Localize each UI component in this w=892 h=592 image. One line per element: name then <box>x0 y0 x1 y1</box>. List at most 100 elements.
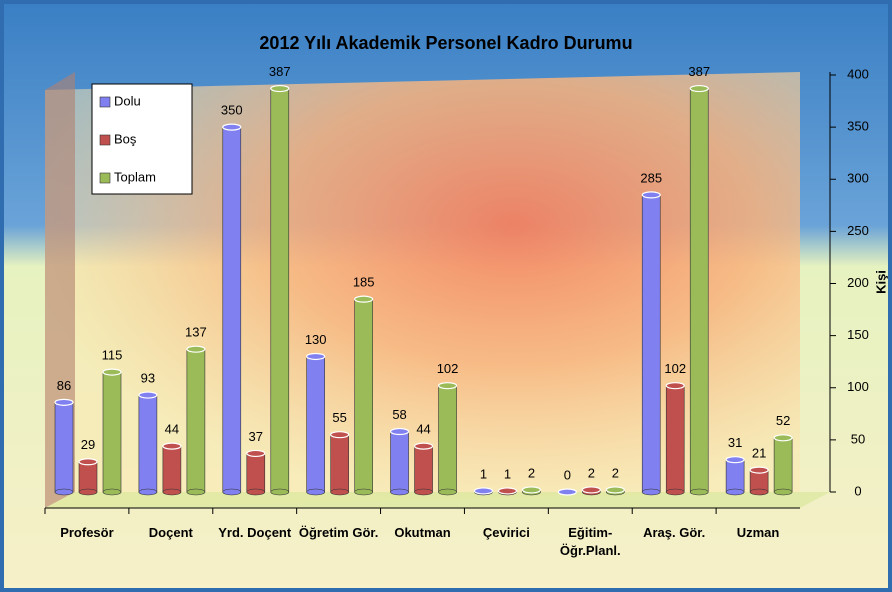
bar-top <box>497 487 518 495</box>
legend-label: Toplam <box>114 169 156 184</box>
y-tick-label: 100 <box>847 379 869 394</box>
data-label: 93 <box>141 370 155 385</box>
bar <box>773 434 793 496</box>
bar-top <box>389 427 410 436</box>
bar-body <box>689 88 709 493</box>
bar-base <box>725 488 745 496</box>
bar-top <box>437 382 458 390</box>
bar-body <box>354 298 373 493</box>
bar <box>306 352 326 496</box>
bar-base <box>390 488 409 496</box>
bar-body <box>773 437 793 493</box>
bar-body <box>725 459 745 493</box>
bar <box>689 84 709 496</box>
bar-body <box>641 194 661 493</box>
y-axis-label: Kişi <box>873 270 888 294</box>
data-label: 185 <box>353 275 375 290</box>
bar-top <box>557 488 577 496</box>
y-tick-label: 150 <box>847 327 869 342</box>
bar-top <box>54 398 74 406</box>
bar <box>581 486 601 496</box>
bar-top <box>102 368 122 376</box>
bar <box>354 295 374 496</box>
bar-base <box>54 488 74 496</box>
bar <box>437 382 458 496</box>
bar-top <box>270 84 290 93</box>
data-label: 52 <box>776 413 790 428</box>
data-label: 350 <box>221 103 243 118</box>
bar <box>78 458 98 496</box>
bar-top <box>330 431 350 439</box>
bar-base <box>749 488 769 496</box>
x-tick-label: Profesör <box>60 525 114 540</box>
bar-body <box>414 445 433 493</box>
bar-body <box>306 356 325 493</box>
bar <box>497 487 518 496</box>
data-label: 1 <box>504 466 511 481</box>
bar-base <box>773 488 793 496</box>
bar-top <box>78 458 98 466</box>
legend-swatch <box>99 96 111 108</box>
bar-base <box>246 488 266 496</box>
bar-body <box>390 431 409 493</box>
data-label: 285 <box>640 170 662 185</box>
legend-label: Boş <box>114 131 137 146</box>
legend-label: Dolu <box>114 93 141 108</box>
bar <box>749 466 769 496</box>
bar-body <box>162 445 182 493</box>
bar-base <box>186 488 206 496</box>
bar <box>54 398 74 496</box>
data-label: 55 <box>332 410 346 425</box>
bar-base <box>438 488 457 496</box>
data-label: 29 <box>81 437 95 452</box>
x-tick-label: Okutman <box>394 525 451 540</box>
bar <box>389 427 410 496</box>
bar-body <box>222 126 242 493</box>
data-label: 31 <box>728 435 742 450</box>
bar-base <box>641 488 661 496</box>
bar-top <box>581 486 601 494</box>
bar-top <box>773 434 793 442</box>
bar-base <box>102 488 122 496</box>
bar-top <box>605 486 625 494</box>
data-label: 21 <box>752 446 766 461</box>
x-tick-label: Uzman <box>736 525 780 540</box>
bar-body <box>186 348 206 493</box>
bar <box>725 456 745 496</box>
bar-base <box>138 488 158 496</box>
bar-base <box>270 488 290 496</box>
data-label: 2 <box>612 465 619 480</box>
bar-top <box>138 391 158 399</box>
x-tick-label: Doçent <box>148 525 193 540</box>
data-label: 137 <box>185 325 207 340</box>
legend-swatch <box>99 134 111 146</box>
data-label: 115 <box>102 348 123 363</box>
data-label: 2 <box>588 465 595 480</box>
data-label: 0 <box>564 467 571 482</box>
data-label: 387 <box>688 64 710 79</box>
x-tick-label: Eğitim-Öğr.Planl. <box>559 525 621 558</box>
bar-body <box>665 385 685 493</box>
bar-base <box>689 488 709 496</box>
y-tick-label: 300 <box>847 171 869 186</box>
bar-top <box>222 123 242 131</box>
bar-body <box>78 461 98 493</box>
bar-body <box>438 385 457 493</box>
y-tick-label: 200 <box>847 275 869 290</box>
bar <box>473 487 494 496</box>
bar-body <box>330 434 349 493</box>
bar-top <box>246 449 266 458</box>
data-label: 130 <box>305 332 327 347</box>
bar-top <box>354 295 374 303</box>
x-tick-label: Yrd. Doçent <box>218 525 292 540</box>
bar-top <box>665 382 685 390</box>
bar-body <box>54 402 74 493</box>
bar <box>330 431 350 496</box>
bar-top <box>641 191 661 199</box>
bar-base <box>414 488 433 496</box>
bar <box>641 191 661 496</box>
bar-top <box>725 456 745 464</box>
bar <box>102 368 122 496</box>
bar-base <box>665 488 685 496</box>
